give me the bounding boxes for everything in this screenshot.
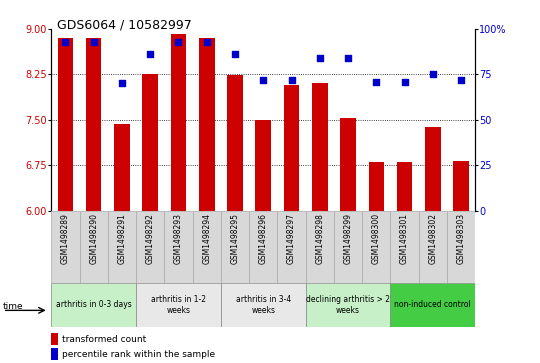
Text: GSM1498294: GSM1498294 xyxy=(202,213,211,264)
Bar xyxy=(114,124,130,211)
Bar xyxy=(51,348,58,360)
Bar xyxy=(447,211,475,283)
Text: GDS6064 / 10582997: GDS6064 / 10582997 xyxy=(57,18,192,31)
Text: arthritis in 3-4
weeks: arthritis in 3-4 weeks xyxy=(235,295,291,315)
Bar xyxy=(362,211,390,283)
Text: arthritis in 1-2
weeks: arthritis in 1-2 weeks xyxy=(151,295,206,315)
Bar xyxy=(227,75,243,211)
Bar xyxy=(249,211,278,283)
Point xyxy=(343,55,352,61)
Bar xyxy=(58,38,73,211)
Bar xyxy=(143,74,158,211)
Text: non-induced control: non-induced control xyxy=(394,301,471,309)
Bar xyxy=(312,83,328,211)
Bar xyxy=(136,283,221,327)
Point xyxy=(429,72,437,77)
Text: GSM1498293: GSM1498293 xyxy=(174,213,183,264)
Bar xyxy=(425,127,441,211)
Point xyxy=(259,77,268,83)
Bar xyxy=(199,38,214,211)
Bar xyxy=(390,211,418,283)
Text: GSM1498303: GSM1498303 xyxy=(457,213,465,264)
Text: GSM1498291: GSM1498291 xyxy=(118,213,126,264)
Bar xyxy=(306,211,334,283)
Bar xyxy=(453,161,469,211)
Bar xyxy=(368,162,384,211)
Text: transformed count: transformed count xyxy=(62,335,146,344)
Bar xyxy=(108,211,136,283)
Text: GSM1498299: GSM1498299 xyxy=(343,213,353,264)
Text: declining arthritis > 2
weeks: declining arthritis > 2 weeks xyxy=(306,295,390,315)
Text: GSM1498289: GSM1498289 xyxy=(61,213,70,264)
Point xyxy=(457,77,465,83)
Text: percentile rank within the sample: percentile rank within the sample xyxy=(62,350,215,359)
Bar xyxy=(397,162,413,211)
Bar xyxy=(164,211,193,283)
Point xyxy=(174,39,183,45)
Point xyxy=(90,39,98,45)
Point xyxy=(146,52,154,57)
Bar xyxy=(340,118,356,211)
Text: GSM1498297: GSM1498297 xyxy=(287,213,296,264)
Bar xyxy=(255,121,271,211)
Bar xyxy=(193,211,221,283)
Bar xyxy=(51,211,79,283)
Text: GSM1498302: GSM1498302 xyxy=(428,213,437,264)
Bar xyxy=(51,333,58,345)
Bar xyxy=(171,34,186,211)
Bar xyxy=(221,283,306,327)
Bar xyxy=(79,211,108,283)
Text: GSM1498290: GSM1498290 xyxy=(89,213,98,264)
Bar xyxy=(284,85,299,211)
Text: GSM1498298: GSM1498298 xyxy=(315,213,324,264)
Bar xyxy=(136,211,164,283)
Text: GSM1498292: GSM1498292 xyxy=(146,213,154,264)
Bar xyxy=(86,37,102,211)
Bar xyxy=(278,211,306,283)
Text: GSM1498296: GSM1498296 xyxy=(259,213,268,264)
Bar xyxy=(51,283,136,327)
Point xyxy=(315,55,324,61)
Bar xyxy=(390,283,475,327)
Bar xyxy=(418,211,447,283)
Text: time: time xyxy=(3,302,23,311)
Text: GSM1498300: GSM1498300 xyxy=(372,213,381,264)
Point xyxy=(231,52,239,57)
Bar xyxy=(306,283,390,327)
Point xyxy=(118,81,126,86)
Text: arthritis in 0-3 days: arthritis in 0-3 days xyxy=(56,301,132,309)
Point xyxy=(61,39,70,45)
Text: GSM1498301: GSM1498301 xyxy=(400,213,409,264)
Point xyxy=(372,79,381,85)
Bar xyxy=(334,211,362,283)
Point xyxy=(202,39,211,45)
Text: GSM1498295: GSM1498295 xyxy=(231,213,240,264)
Point xyxy=(287,77,296,83)
Bar xyxy=(221,211,249,283)
Point xyxy=(400,79,409,85)
